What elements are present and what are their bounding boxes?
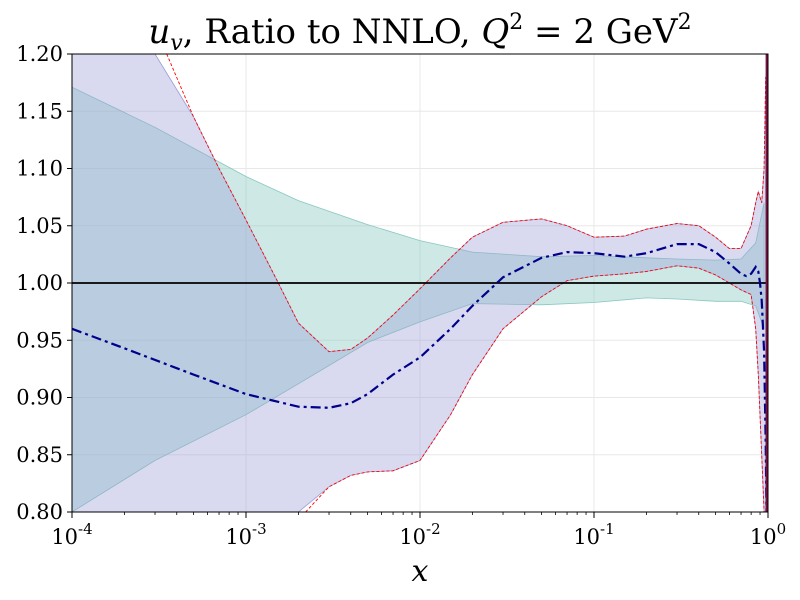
series-lines bbox=[72, 54, 768, 512]
y-tick-label: 0.90 bbox=[16, 386, 63, 410]
y-tick-label: 1.00 bbox=[16, 271, 63, 295]
x-axis-label: x bbox=[412, 554, 429, 589]
y-tick-label: 1.05 bbox=[16, 214, 63, 238]
band-edge-line bbox=[166, 54, 767, 353]
central-ratio-line bbox=[72, 243, 768, 512]
chart-title: uv, Ratio to NNLO, Q2 = 2 GeV2 bbox=[148, 10, 691, 56]
y-tick-label: 1.10 bbox=[16, 157, 63, 181]
y-tick-label: 1.20 bbox=[16, 42, 63, 66]
band-edge-line bbox=[305, 265, 765, 512]
comparison-band bbox=[72, 54, 767, 512]
y-tick-label: 0.85 bbox=[16, 443, 63, 467]
x-axis-ticks: 10-4 10-3 10-2 10-1 100 bbox=[51, 512, 786, 549]
y-tick-label: 0.80 bbox=[16, 500, 63, 524]
x-tick-label: 10-1 bbox=[573, 520, 614, 549]
x-tick-label: 10-3 bbox=[225, 520, 266, 549]
x-tick-label: 10-2 bbox=[399, 520, 440, 549]
y-tick-label: 1.15 bbox=[16, 99, 63, 123]
x-tick-label: 10-4 bbox=[51, 520, 92, 549]
uncertainty-bands bbox=[72, 54, 767, 512]
x-tick-label: 100 bbox=[750, 520, 786, 549]
y-tick-label: 0.95 bbox=[16, 328, 63, 352]
y-axis-ticks: 0.80 0.85 0.90 0.95 1.00 1.05 1.10 1.15 1.20 bbox=[16, 42, 72, 524]
